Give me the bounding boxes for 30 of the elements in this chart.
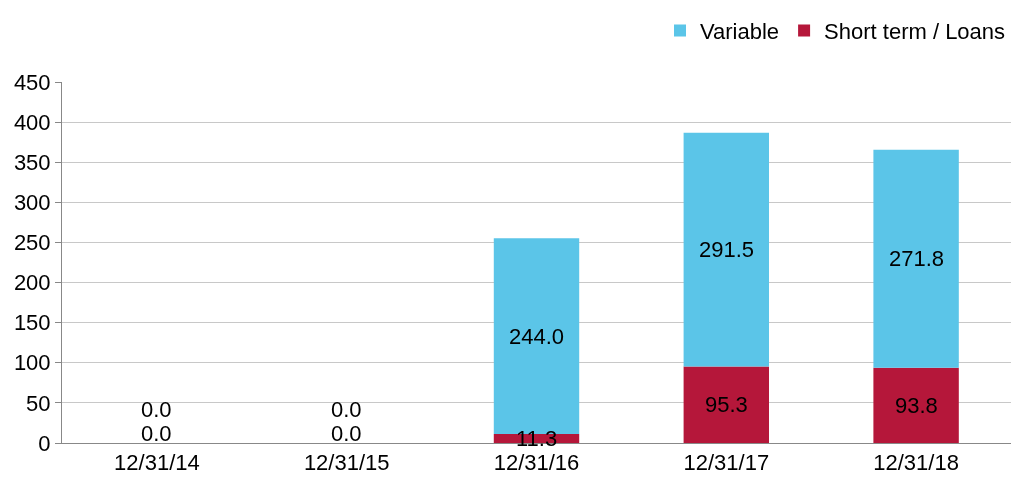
legend-label: Short term / Loans: [824, 19, 1006, 45]
y-tick-label: 400: [13, 109, 51, 135]
y-tick-label: 250: [13, 230, 51, 256]
y-tick-label: 450: [13, 69, 51, 95]
y-tick-label: 0: [38, 430, 51, 456]
y-tick-label: 200: [13, 270, 51, 296]
data-label: 0.0: [141, 421, 172, 446]
data-label: 244.0: [509, 324, 565, 349]
y-tick-label: 50: [26, 390, 51, 416]
x-tick-label: 12/31/17: [683, 450, 770, 476]
data-label: 0.0: [331, 397, 362, 422]
x-tick-label: 12/31/18: [873, 450, 959, 476]
bar: [873, 367, 959, 443]
y-tick-label: 350: [13, 149, 51, 175]
data-label: 95.3: [705, 392, 748, 417]
bar: [683, 132, 770, 367]
x-tick-label: 12/31/14: [114, 450, 200, 476]
x-tick-label: 12/31/15: [303, 450, 390, 476]
x-tick-label: 12/31/16: [493, 450, 580, 476]
data-label: 0.0: [331, 421, 362, 446]
y-tick-label: 300: [13, 190, 51, 216]
data-label: 271.8: [889, 246, 945, 271]
y-tick-label: 150: [13, 310, 51, 336]
legend-label: Variable: [700, 19, 780, 45]
bar: [683, 366, 770, 443]
y-tick-label: 100: [13, 350, 51, 376]
data-label: 0.0: [141, 397, 172, 422]
bar: [873, 149, 959, 368]
data-label: 93.8: [895, 393, 938, 418]
data-label: 291.5: [699, 237, 755, 262]
